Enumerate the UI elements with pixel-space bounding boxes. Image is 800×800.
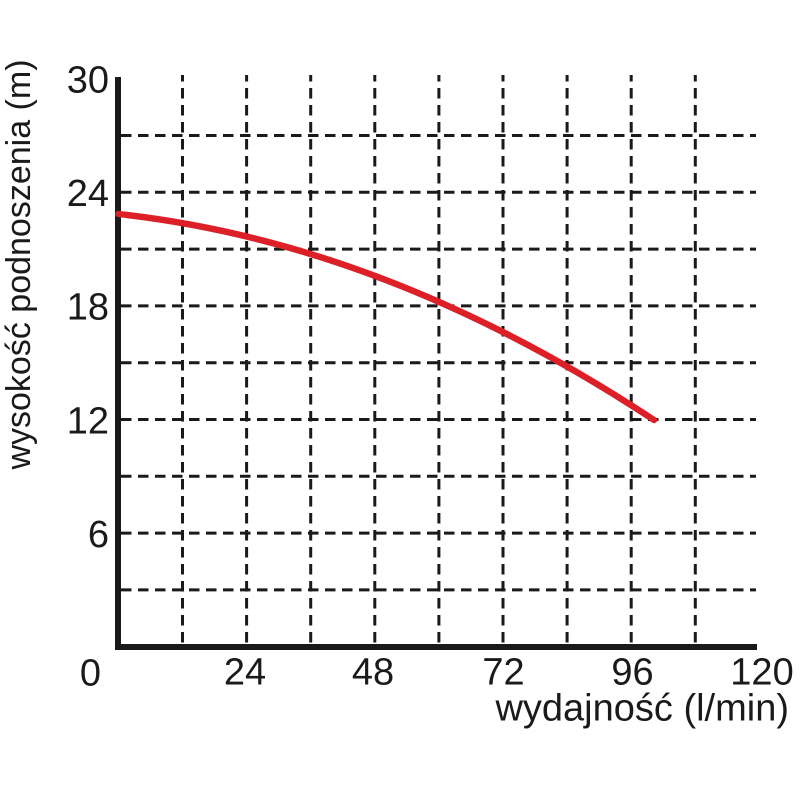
- svg-text:12: 12: [67, 400, 109, 442]
- svg-text:6: 6: [88, 514, 109, 556]
- svg-text:48: 48: [352, 652, 394, 694]
- svg-text:30: 30: [67, 60, 109, 102]
- svg-text:72: 72: [482, 652, 524, 694]
- svg-text:0: 0: [80, 653, 101, 695]
- svg-text:96: 96: [611, 652, 653, 694]
- svg-text:24: 24: [224, 652, 266, 694]
- svg-text:wydajność (l/min): wydajność (l/min): [494, 688, 789, 730]
- svg-text:18: 18: [67, 287, 109, 329]
- svg-text:24: 24: [67, 173, 109, 215]
- svg-text:120: 120: [730, 652, 793, 694]
- svg-text:wysokość podnoszenia (m): wysokość podnoszenia (m): [0, 59, 38, 470]
